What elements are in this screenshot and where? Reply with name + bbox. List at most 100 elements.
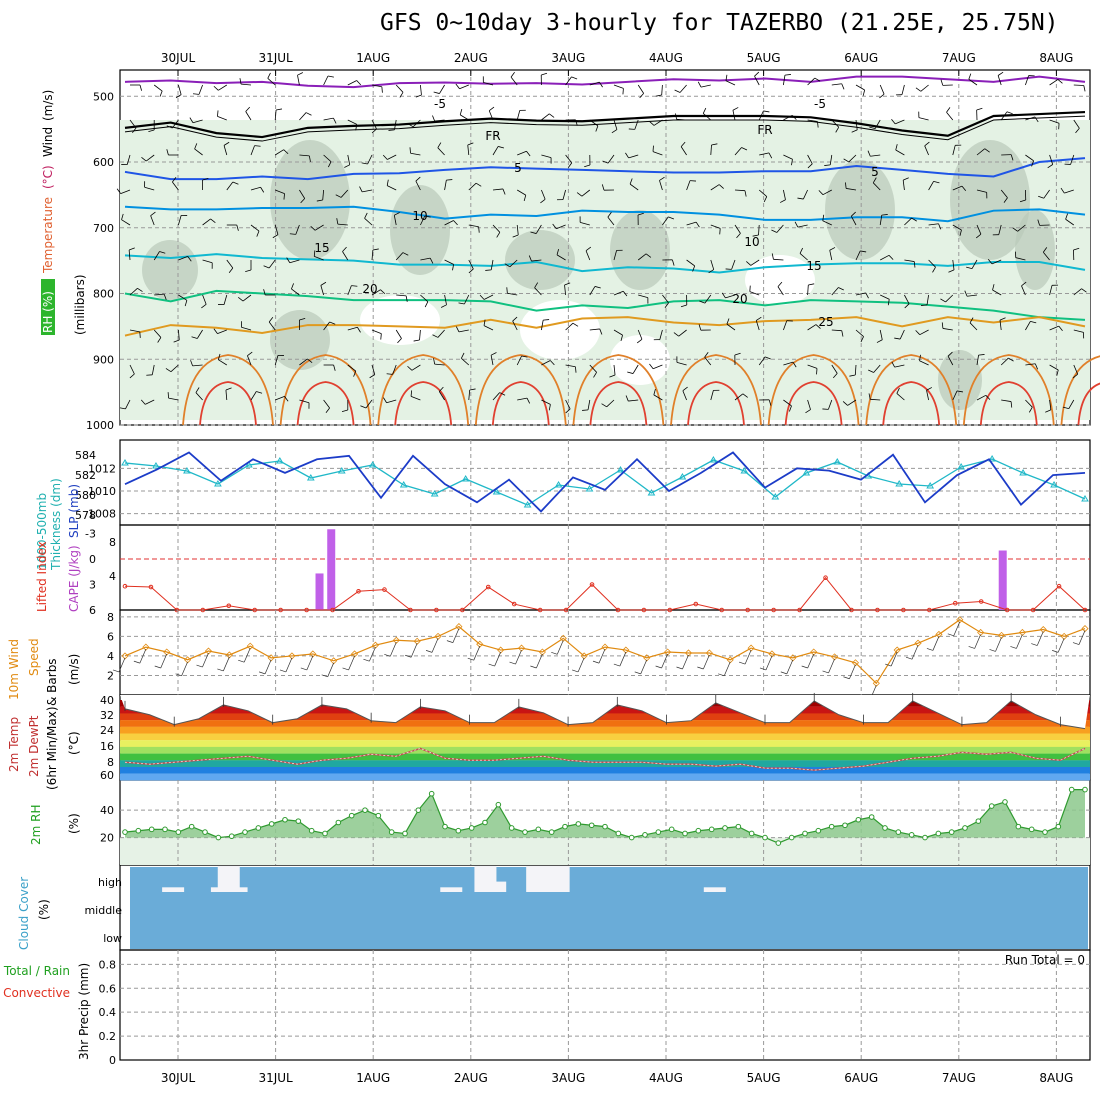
wind-barb — [783, 114, 793, 121]
wind-barb — [1025, 363, 1036, 366]
lifted-index-cape — [122, 529, 1088, 613]
wind-barb — [628, 154, 639, 159]
rh-marker — [188, 823, 195, 830]
cape-tick: 8 — [109, 536, 116, 549]
pressure-tick-label: 700 — [93, 222, 114, 235]
date-label-top: 2AUG — [454, 51, 488, 65]
surface-barb-flag — [342, 667, 349, 671]
wind-barb-flag — [784, 74, 791, 76]
wind-barb — [194, 148, 203, 156]
rh-shade-dark — [142, 240, 198, 300]
wind-barb-flag — [386, 373, 393, 375]
wind-barb — [613, 84, 624, 89]
rh-shade-dark — [270, 140, 350, 260]
li-marker — [797, 607, 802, 613]
li-tick: -3 — [85, 528, 96, 541]
surface-barb — [515, 649, 522, 665]
wind-barb-flag — [1075, 128, 1080, 134]
wind-barb-flag — [842, 401, 848, 406]
wind-barb — [468, 259, 474, 270]
surface-barb — [807, 653, 815, 669]
wind-barb — [170, 364, 179, 372]
wind-barb — [393, 215, 397, 226]
wind-barb-flag — [695, 221, 700, 228]
wind-barb — [267, 78, 276, 86]
wind-barb — [268, 259, 276, 269]
wind-barb-flag — [129, 373, 135, 379]
wind-barb-flag — [163, 293, 167, 300]
rh-grid — [120, 780, 1090, 865]
temp-band — [120, 720, 1090, 727]
wind-barb — [460, 114, 470, 121]
wind-barb — [516, 224, 519, 235]
wind-barb — [129, 364, 135, 375]
wind-barb — [438, 391, 445, 401]
wind-barb-flag — [210, 218, 216, 223]
wind-barb-flag — [452, 264, 454, 271]
wind-barb — [386, 399, 397, 404]
wind-barb-flag — [732, 107, 739, 111]
wind-barb-flag — [629, 178, 633, 185]
wind-barb — [444, 220, 454, 226]
rh-marker — [1015, 823, 1022, 830]
wind-barb — [750, 259, 760, 266]
rh-marker — [482, 819, 488, 826]
wind-barb — [347, 119, 357, 125]
cape-tick: 4 — [109, 570, 116, 583]
thickness-marker — [275, 457, 284, 464]
surface-barb — [953, 621, 961, 636]
temp-ticks: 40 32 24 16 860 — [100, 694, 114, 782]
cloud-level-label: middle — [84, 904, 122, 917]
surface-barb — [369, 647, 376, 662]
wind-barb-flag — [189, 117, 194, 123]
wind-barb — [483, 294, 494, 300]
wind-barb-flag — [310, 225, 316, 231]
wind-barb-flag — [1083, 85, 1086, 92]
surface-barb-flag — [1031, 643, 1038, 646]
rh-marker — [868, 814, 875, 820]
warm-contour — [1060, 355, 1100, 426]
wind-barb — [153, 84, 163, 92]
wind-barb-flag — [489, 106, 495, 112]
wind-barb — [686, 180, 691, 191]
hot-contour — [589, 381, 648, 426]
wind-barb-flag — [496, 232, 501, 238]
wind-barb-flag — [895, 144, 898, 151]
rh-tick: 40 — [100, 804, 114, 817]
wind-barb-flag — [948, 269, 955, 273]
wind-barb — [1073, 364, 1079, 375]
wind-barb-flag — [602, 160, 609, 164]
temp-band — [120, 713, 1090, 721]
wind-barb-flag — [483, 319, 486, 326]
wind-barb-flag — [415, 176, 421, 182]
wind-barb-flag — [217, 110, 219, 117]
surface-barb — [598, 648, 606, 664]
li-marker — [459, 607, 465, 613]
temp-tick: 8 — [107, 756, 114, 769]
thickness-marker — [616, 466, 625, 473]
wind-barb — [172, 181, 179, 191]
rh-shade-dark — [610, 210, 670, 290]
surface-barb-flag — [905, 656, 913, 660]
wind-barb — [347, 80, 357, 86]
date-label-bottom: 30JUL — [161, 1071, 196, 1085]
hot-contour — [979, 381, 1038, 426]
wind-barb-flag — [609, 374, 616, 378]
surface-barb-flag — [613, 663, 620, 667]
wind-barb-flag — [744, 190, 747, 197]
wind-barb-flag — [867, 150, 871, 157]
wind-barb-flag — [692, 265, 696, 272]
wind-barb — [1049, 154, 1054, 165]
wind-barb — [846, 188, 857, 191]
wind-barb-flag — [225, 387, 232, 391]
wind-barb-flag — [904, 303, 910, 309]
wind-barb-flag — [141, 157, 147, 162]
wind-barb — [468, 224, 479, 228]
wind-barb — [686, 259, 695, 267]
wind-barb — [247, 355, 252, 366]
surface-barb — [306, 655, 314, 671]
wind-barb-flag — [985, 395, 991, 400]
ylabel-convective: Convective — [3, 986, 70, 1000]
wind-barb-flag — [549, 113, 555, 118]
rh-marker — [748, 830, 755, 837]
